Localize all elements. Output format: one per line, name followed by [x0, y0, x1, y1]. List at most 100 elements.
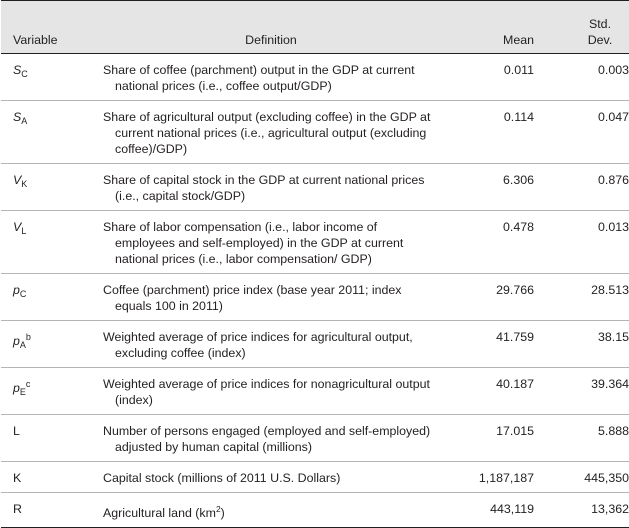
definition-text-wrap: Capital stock (millions of 2011 U.S. Dol…	[103, 470, 440, 486]
table-row: SA Share of agricultural output (excludin…	[1, 101, 629, 164]
definition-cell: Coffee (parchment) price index (base yea…	[102, 274, 446, 321]
std-dev-cell: 0.013	[597, 220, 629, 234]
variable-cell: VK	[1, 164, 102, 211]
variable-cell: SC	[1, 54, 102, 101]
header-std-dev: Std. Dev.	[536, 1, 629, 54]
variable-symbol: S	[13, 110, 22, 124]
header-std-dev-line2: Dev.	[587, 33, 613, 47]
table-row: K Capital stock (millions of 2011 U.S. Do…	[1, 462, 629, 493]
definition-text: Weighted average of price indices for no…	[103, 377, 430, 407]
variable-subscript: E	[19, 387, 26, 397]
variable-subscript: A	[21, 116, 28, 126]
mean-cell: 6.306	[502, 173, 534, 187]
variable-symbol: S	[13, 63, 22, 77]
std-dev-cell: 0.876	[597, 173, 629, 187]
definition-text: Weighted average of price indices for ag…	[103, 330, 413, 360]
table-row: VL Share of labor compensation (i.e., lab…	[1, 211, 629, 274]
definition-superscript: 2	[215, 504, 221, 514]
mean-cell: 40.187	[496, 377, 534, 391]
mean-cell: 0.478	[502, 220, 534, 234]
definition-text-wrap: Number of persons engaged (employed and …	[103, 423, 440, 455]
definition-text-wrap: Weighted average of price indices for no…	[103, 376, 440, 408]
definition-text: Share of capital stock in the GDP at cur…	[103, 173, 425, 203]
table-row: SC Share of coffee (parchment) output in …	[1, 54, 629, 101]
definition-text: Coffee (parchment) price index (base yea…	[103, 283, 402, 313]
mean-cell: 17.015	[496, 424, 534, 438]
definition-cell: Weighted average of price indices for no…	[102, 368, 446, 415]
variable-symbol: K	[13, 471, 22, 485]
table-row: R Agricultural land (km2) 443,119 13,362	[1, 493, 629, 528]
mean-cell: 443,119	[490, 502, 534, 516]
header-std-dev-line1: Std.	[588, 17, 612, 31]
definition-text: Share of coffee (parchment) output in th…	[103, 63, 415, 93]
definition-text-wrap: Share of coffee (parchment) output in th…	[103, 62, 440, 94]
definition-text-wrap: Share of capital stock in the GDP at cur…	[103, 172, 440, 204]
variable-superscript: b	[25, 332, 31, 342]
mean-cell: 0.011	[503, 63, 534, 77]
variable-symbol: V	[13, 173, 22, 187]
definition-text: Agricultural land (km	[103, 506, 216, 520]
variable-cell: L	[1, 415, 102, 462]
std-dev-cell: 39.364	[591, 377, 629, 391]
definition-text: Capital stock (millions of 2011 U.S. Dol…	[103, 471, 341, 485]
variable-subscript: L	[21, 226, 27, 236]
std-dev-cell: 0.047	[597, 110, 629, 124]
definition-text: Share of agricultural output (excluding …	[103, 110, 431, 156]
table-row: VK Share of capital stock in the GDP at c…	[1, 164, 629, 211]
mean-cell: 0.114	[503, 110, 534, 124]
variable-symbol: p	[13, 283, 20, 297]
table-row: pEc Weighted average of price indices for…	[1, 368, 629, 415]
std-dev-cell: 0.003	[597, 63, 629, 77]
variable-cell: VL	[1, 211, 102, 274]
variable-cell: R	[1, 493, 102, 528]
variable-cell: pC	[1, 274, 102, 321]
variable-symbol: L	[13, 424, 20, 438]
table-row: pAb Weighted average of price indices for…	[1, 321, 629, 368]
variable-cell: pEc	[1, 368, 102, 415]
definition-text: Number of persons engaged (employed and …	[103, 424, 431, 454]
definition-cell: Number of persons engaged (employed and …	[102, 415, 446, 462]
variable-symbol: p	[13, 334, 20, 348]
variable-symbol: V	[13, 220, 22, 234]
header-definition: Definition	[245, 33, 297, 47]
variable-cell: pAb	[1, 321, 102, 368]
variable-symbol: p	[13, 381, 20, 395]
definition-cell: Share of agricultural output (excluding …	[102, 101, 446, 164]
std-dev-cell: 5.888	[597, 424, 629, 438]
definition-text-end: )	[220, 506, 225, 520]
table-row: pC Coffee (parchment) price index (base y…	[1, 274, 629, 321]
variable-superscript: c	[25, 379, 31, 389]
definition-text-wrap: Coffee (parchment) price index (base yea…	[103, 282, 440, 314]
variable-subscript: C	[19, 289, 27, 299]
definition-text-wrap: Agricultural land (km2)	[103, 501, 440, 521]
table-row: L Number of persons engaged (employed and…	[1, 415, 629, 462]
std-dev-cell: 445,350	[584, 471, 629, 485]
header-mean: Mean	[503, 33, 534, 47]
table-body: SC Share of coffee (parchment) output in …	[1, 54, 629, 528]
header-variable: Variable	[13, 33, 58, 47]
variable-subscript: C	[21, 69, 28, 79]
definition-cell: Share of coffee (parchment) output in th…	[102, 54, 446, 101]
std-dev-cell: 13,362	[591, 502, 629, 516]
variable-subscript: K	[21, 179, 28, 189]
definition-cell: Capital stock (millions of 2011 U.S. Dol…	[102, 462, 446, 493]
variable-subscript: A	[19, 340, 26, 350]
mean-cell: 1,187,187	[478, 471, 534, 485]
definition-text-wrap: Share of agricultural output (excluding …	[103, 109, 440, 157]
variable-symbol: R	[13, 502, 22, 516]
std-dev-cell: 38.15	[597, 330, 629, 344]
definition-cell: Weighted average of price indices for ag…	[102, 321, 446, 368]
definition-cell: Agricultural land (km2)	[102, 493, 446, 528]
mean-cell: 29.766	[496, 283, 534, 297]
definition-cell: Share of capital stock in the GDP at cur…	[102, 164, 446, 211]
definition-cell: Share of labor compensation (i.e., labor…	[102, 211, 446, 274]
table-header-row: Variable Definition Mean Std. Dev.	[1, 0, 629, 54]
definition-text: Share of labor compensation (i.e., labor…	[103, 220, 404, 266]
mean-cell: 41.759	[496, 330, 534, 344]
std-dev-cell: 28.513	[591, 283, 629, 297]
variable-cell: SA	[1, 101, 102, 164]
variable-cell: K	[1, 462, 102, 493]
definition-text-wrap: Weighted average of price indices for ag…	[103, 329, 440, 361]
definition-text-wrap: Share of labor compensation (i.e., labor…	[103, 219, 440, 267]
